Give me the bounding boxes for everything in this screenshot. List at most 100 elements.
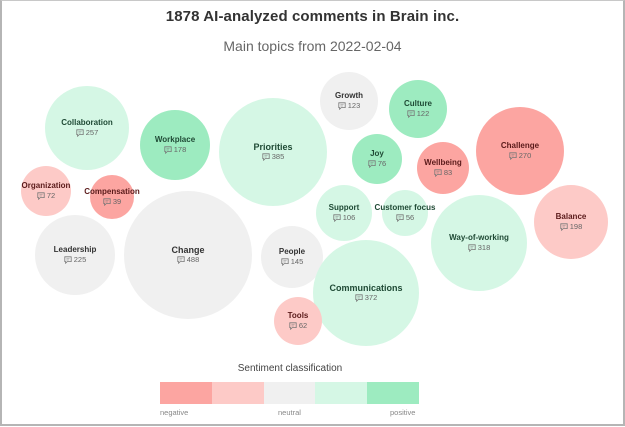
comment-count: 76 [377,159,387,168]
legend-label-negative: negative [160,408,189,417]
legend-negative [160,382,212,404]
topic-count: 488 [177,255,200,265]
topic-label: Tools [287,311,309,320]
comment-icon [368,160,376,168]
comment-icon [76,129,84,137]
topic-count: 225 [64,255,87,265]
topic-count: 56 [396,213,414,223]
comment-icon [37,192,45,200]
topic-count: 39 [103,197,121,207]
comment-count: 83 [443,168,453,177]
comment-icon [262,153,270,161]
comment-count: 72 [46,191,56,200]
topic-bubble-priorities[interactable]: Priorities 385 [219,98,327,206]
comment-icon [560,223,568,231]
topic-bubble-growth[interactable]: Growth 123 [320,72,378,130]
comment-count: 56 [405,213,415,222]
comment-count: 39 [112,197,122,206]
comment-count: 178 [173,145,187,154]
topic-count: 385 [262,152,284,162]
topic-bubble-workplace[interactable]: Workplace 178 [140,110,210,180]
topic-bubble-support[interactable]: Support 106 [316,185,372,241]
comment-icon [281,258,289,266]
comment-count: 106 [342,213,356,222]
legend-slightly-positive [315,382,368,404]
topic-count: 83 [434,168,452,178]
comment-count: 270 [518,151,532,160]
comment-count: 122 [416,109,430,118]
comment-count: 488 [186,255,200,264]
comment-icon [177,256,185,264]
topic-bubble-challenge[interactable]: Challenge 270 [476,107,564,195]
topic-label: Culture [404,99,432,108]
topic-bubble-wellbeing[interactable]: Wellbeing 83 [417,142,469,194]
topic-count: 106 [333,213,356,223]
comment-count: 225 [73,255,87,264]
topic-label: Compensation [84,187,140,196]
topic-count: 372 [355,293,378,303]
legend-slightly-negative [211,382,264,404]
comment-icon [509,152,517,160]
topic-count: 123 [338,101,361,111]
topic-label: Communications [329,283,403,293]
topic-bubble-way-of-working[interactable]: Way-of-working 318 [431,195,527,291]
comment-icon [434,169,442,177]
topic-label: Joy [370,149,384,158]
comment-count: 62 [298,321,308,330]
topic-label: People [278,247,306,256]
comment-count: 318 [477,243,491,252]
comment-count: 372 [364,293,378,302]
comment-icon [64,256,72,264]
topic-bubble-leadership[interactable]: Leadership 225 [35,215,115,295]
topic-bubble-tools[interactable]: Tools 62 [274,297,322,345]
topic-label: Workplace [154,135,196,144]
comment-icon [103,198,111,206]
legend-label-positive: positive [390,408,416,417]
topic-count: 76 [368,159,386,169]
topic-label: Collaboration [61,118,113,127]
comment-count: 123 [347,101,361,110]
topic-bubble-collaboration[interactable]: Collaboration 257 [45,86,129,170]
topic-bubble-balance[interactable]: Balance 198 [534,185,608,259]
comment-icon [289,322,297,330]
legend-label-neutral: neutral [278,408,301,417]
topic-label: Wellbeing [424,158,462,167]
topic-label: Priorities [253,142,293,152]
comment-count: 257 [85,128,99,137]
comment-icon [333,214,341,222]
sentiment-legend-bar [160,382,419,404]
topic-label: Growth [335,91,363,100]
chart-title: 1878 AI-analyzed comments in Brain inc. [165,8,460,25]
topic-bubble-organization[interactable]: Organization 72 [21,166,71,216]
topic-bubble-customer-focus[interactable]: Customer focus 56 [375,190,435,236]
topic-label: Balance [555,212,587,221]
topic-label: Organization [21,181,71,190]
topic-count: 62 [289,321,307,331]
topic-bubble-compensation[interactable]: Compensation 39 [84,175,140,219]
legend-positive [367,382,419,404]
topic-count: 72 [37,191,55,201]
topic-count: 178 [164,145,187,155]
topic-count: 257 [76,128,99,138]
topic-count: 270 [509,151,532,161]
legend-neutral [263,382,316,404]
topic-label: Challenge [500,141,540,150]
topic-count: 122 [407,109,430,119]
topic-label: Change [171,245,205,255]
legend-title: Sentiment classification [237,363,343,374]
comment-count: 198 [569,222,583,231]
topic-bubble-culture[interactable]: Culture 122 [389,80,447,138]
comment-icon [407,110,415,118]
topic-label: Support [328,203,360,212]
comment-icon [355,294,363,302]
comment-icon [164,146,172,154]
comment-count: 145 [290,257,304,266]
topic-bubble-people[interactable]: People 145 [261,226,323,288]
topic-bubble-joy[interactable]: Joy 76 [352,134,402,184]
topic-label: Leadership [53,245,97,254]
topic-bubble-change[interactable]: Change 488 [124,191,252,319]
topic-bubble-communications[interactable]: Communications 372 [313,240,419,346]
topic-label: Way-of-working [449,233,509,242]
topic-count: 145 [281,257,304,267]
topic-count: 198 [560,222,583,232]
